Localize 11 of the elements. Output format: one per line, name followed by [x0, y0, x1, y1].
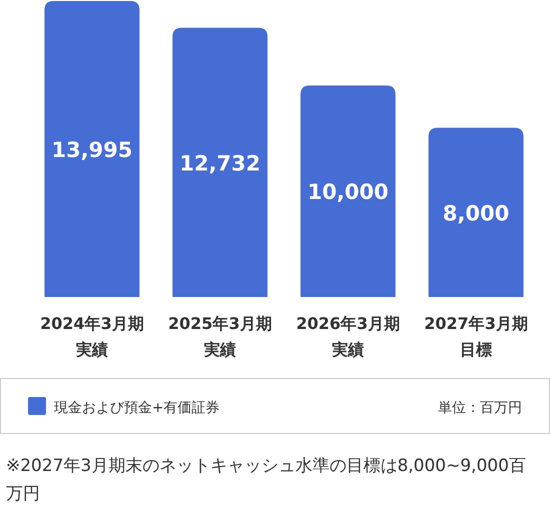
- x-tick-label: 2026年3月期実績: [295, 313, 401, 361]
- legend-label: 現金および預金+有価証券: [54, 400, 220, 416]
- x-tick-label: 2025年3月期実績: [167, 313, 273, 361]
- text: 単位：百万円: [438, 400, 522, 416]
- text: ※2027年3月期末のネットキャッシュ水準の目標は8,000~9,000百万円: [6, 455, 527, 505]
- data-label: 8,000: [442, 201, 510, 226]
- data-label: 12,732: [179, 151, 261, 176]
- data-label: 10,000: [307, 180, 389, 204]
- x-tick-label: 2027年3月期目標: [423, 313, 529, 361]
- data-label: 13,995: [51, 138, 133, 162]
- x-tick-label: 2024年3月期実績: [39, 313, 145, 361]
